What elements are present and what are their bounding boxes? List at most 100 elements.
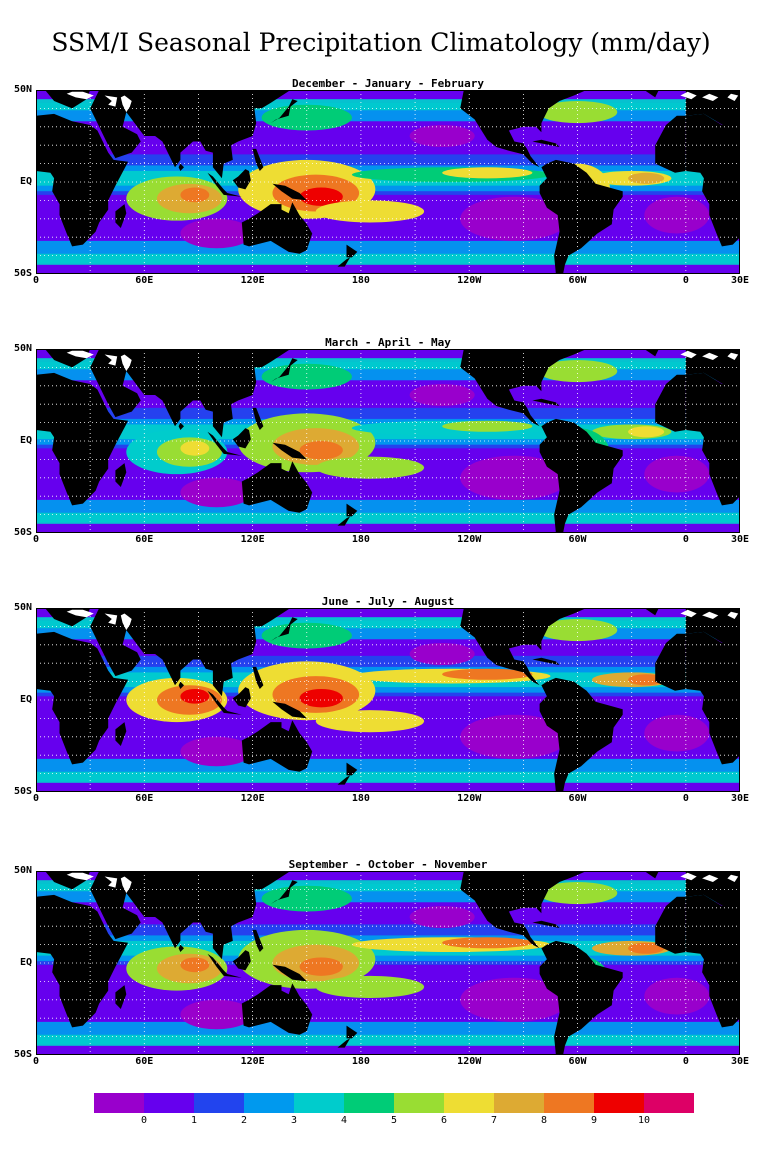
lat-label: 50S — [13, 268, 32, 279]
precip-region — [261, 104, 352, 131]
precip-region — [299, 688, 343, 708]
lon-label: 60E — [135, 534, 154, 545]
landmass — [272, 442, 307, 460]
landmass — [207, 431, 242, 456]
panel-title: December - January - February — [291, 77, 485, 90]
precip-band — [36, 99, 740, 111]
precip-region — [299, 441, 343, 460]
landmass — [644, 871, 659, 879]
lon-label: 180 — [351, 534, 370, 545]
lon-label: 60E — [135, 275, 154, 286]
landmass — [232, 950, 251, 971]
dry-region — [460, 196, 569, 241]
colorbar-label: 1 — [190, 1115, 198, 1126]
lon-label: 120E — [240, 793, 265, 804]
landmass — [539, 940, 623, 1055]
precip-region — [180, 187, 210, 203]
lon-label: 0 — [682, 534, 689, 545]
precip-region — [315, 456, 425, 479]
dry-region — [409, 383, 475, 407]
landmass — [270, 99, 298, 124]
dry-region — [409, 905, 475, 929]
precip-region — [180, 957, 210, 973]
precip-band — [36, 880, 740, 892]
lat-label: EQ — [19, 176, 32, 187]
precip-region — [261, 363, 352, 390]
ice-region — [702, 874, 719, 882]
map-frame — [36, 871, 740, 1055]
lon-label: 120W — [457, 275, 482, 286]
landmass — [207, 690, 242, 715]
lon-label: 60W — [568, 275, 587, 286]
lon-label: 0 — [32, 1056, 40, 1067]
ice-region — [727, 874, 739, 882]
colorbar-swatch — [644, 1093, 694, 1113]
lon-label: 30E — [730, 534, 750, 545]
landmass — [115, 722, 127, 746]
ice-region — [66, 350, 94, 359]
dry-region — [644, 196, 710, 234]
precip-band — [36, 512, 740, 524]
landmass — [178, 163, 184, 171]
landmass — [655, 115, 686, 173]
colorbar-swatch — [344, 1093, 394, 1113]
precip-region — [315, 200, 425, 223]
precip-region — [261, 622, 352, 649]
landmass — [644, 349, 659, 357]
dry-region — [644, 455, 710, 493]
lon-label: 120E — [240, 534, 265, 545]
landmass — [272, 964, 307, 982]
landmass — [252, 666, 264, 689]
landmass — [685, 894, 740, 1028]
landmass — [655, 896, 686, 954]
landmass — [232, 687, 251, 708]
landmass — [388, 608, 587, 686]
ice-region — [66, 609, 94, 618]
precip-region — [628, 942, 665, 954]
lon-label: 60W — [568, 793, 587, 804]
panel-title: June - July - August — [321, 595, 455, 608]
landmass — [346, 1025, 358, 1039]
precip-region — [299, 187, 343, 206]
dry-region — [180, 218, 253, 249]
landmass — [337, 257, 351, 267]
landmass — [337, 775, 351, 785]
landmass — [178, 422, 184, 430]
precip-region — [628, 172, 665, 184]
precip-region — [315, 710, 425, 733]
lon-label: 120W — [457, 534, 482, 545]
lon-label: 60E — [135, 793, 154, 804]
dry-region — [644, 714, 710, 752]
landmass — [272, 183, 307, 201]
colorbar-swatch — [394, 1093, 444, 1113]
precip-band — [36, 771, 740, 783]
landmass — [685, 113, 740, 247]
landmass — [90, 349, 293, 438]
landmass — [115, 463, 127, 487]
precip-region — [442, 167, 533, 179]
colorbar-label: 8 — [540, 1115, 548, 1126]
landmass — [270, 880, 298, 905]
colorbar-label: 9 — [590, 1115, 598, 1126]
landmass — [36, 113, 129, 247]
dry-region — [460, 977, 569, 1022]
ice-region — [104, 354, 118, 366]
lat-label: EQ — [19, 957, 32, 968]
ice-region — [120, 613, 132, 631]
landmass — [539, 418, 623, 533]
landmass — [644, 608, 659, 616]
lat-label: 50S — [13, 786, 32, 797]
ice-region — [702, 93, 719, 101]
landmass — [388, 871, 587, 949]
lon-label: 180 — [351, 1056, 370, 1067]
precip-region — [261, 885, 352, 912]
landmass — [178, 681, 184, 689]
landmass — [252, 929, 264, 952]
colorbar-label: 10 — [637, 1115, 651, 1126]
landmass — [539, 677, 623, 792]
lon-label: 30E — [730, 275, 750, 286]
landmass — [115, 985, 127, 1009]
landmass — [270, 358, 298, 383]
landmass — [241, 983, 313, 1035]
dry-region — [409, 642, 475, 666]
